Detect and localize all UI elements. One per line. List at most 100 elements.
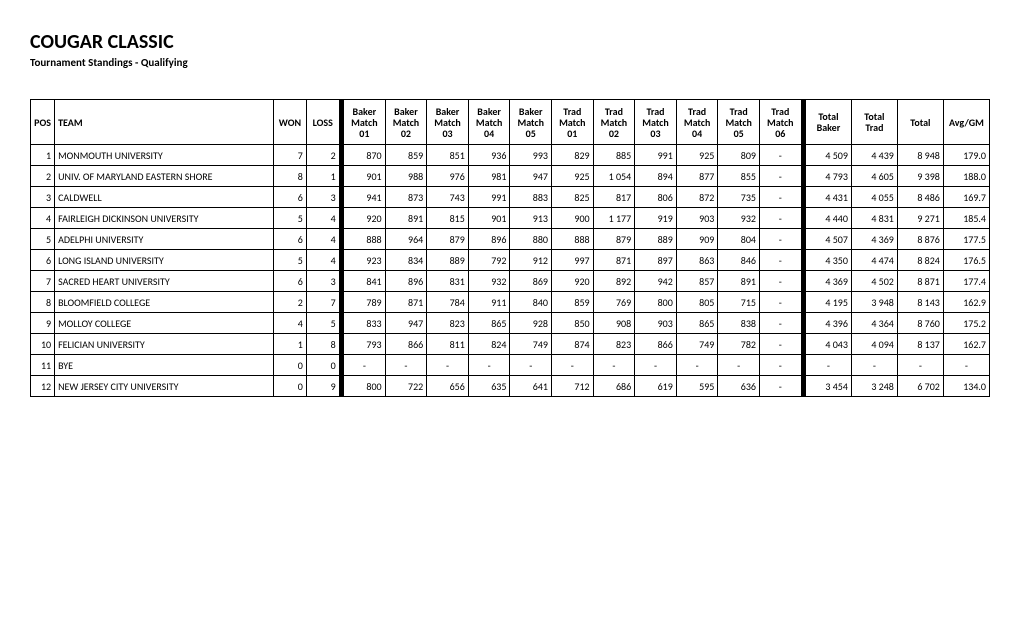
cell: - [759, 145, 801, 166]
cell: NEW JERSEY CITY UNIVERSITY [55, 376, 274, 397]
cell: - [759, 229, 801, 250]
cell: 179.0 [943, 145, 989, 166]
cell: CALDWELL [55, 187, 274, 208]
cell: 4 440 [805, 208, 851, 229]
cell: 1 [31, 145, 55, 166]
cell: 811 [427, 334, 469, 355]
cell: 749 [676, 334, 718, 355]
cell: 823 [593, 334, 635, 355]
cell: 838 [718, 313, 760, 334]
cell: 936 [468, 145, 510, 166]
cell: 840 [510, 292, 552, 313]
cell: 869 [510, 271, 552, 292]
cell: - [759, 250, 801, 271]
cell: 993 [510, 145, 552, 166]
cell: 1 [274, 334, 307, 355]
cell: 981 [468, 166, 510, 187]
cell: 8 876 [897, 229, 943, 250]
cell: 877 [676, 166, 718, 187]
cell: 3 454 [805, 376, 851, 397]
cell: 896 [385, 271, 427, 292]
cell: 9 398 [897, 166, 943, 187]
cell: 636 [718, 376, 760, 397]
cell: 4 055 [851, 187, 897, 208]
cell: 908 [593, 313, 635, 334]
cell: 686 [593, 376, 635, 397]
cell: 8 143 [897, 292, 943, 313]
cell: 817 [593, 187, 635, 208]
cell: 901 [344, 166, 386, 187]
cell: 912 [510, 250, 552, 271]
cell: 913 [510, 208, 552, 229]
cell: 743 [427, 187, 469, 208]
cell: 3 [306, 187, 339, 208]
cell: 12 [31, 376, 55, 397]
cell: 850 [552, 313, 594, 334]
cell: 909 [676, 229, 718, 250]
cell: 900 [552, 208, 594, 229]
cell: 2 [306, 145, 339, 166]
cell: BYE [55, 355, 274, 376]
cell: 859 [385, 145, 427, 166]
cell: 2 [31, 166, 55, 187]
cell: 894 [635, 166, 677, 187]
table-row: 8BLOOMFIELD COLLEGE277898717849118408597… [31, 292, 990, 313]
cell: 1 177 [593, 208, 635, 229]
cell: 641 [510, 376, 552, 397]
cell: 619 [635, 376, 677, 397]
col-pos: POS [31, 100, 55, 145]
cell: 7 [31, 271, 55, 292]
cell: 4 502 [851, 271, 897, 292]
cell: 4 369 [805, 271, 851, 292]
cell: 831 [427, 271, 469, 292]
col-loss: LOSS [306, 100, 339, 145]
cell: - [635, 355, 677, 376]
cell: - [593, 355, 635, 376]
cell: LONG ISLAND UNIVERSITY [55, 250, 274, 271]
cell: 991 [635, 145, 677, 166]
cell: 3 [31, 187, 55, 208]
cell: 8 [274, 166, 307, 187]
col-total-trad: TotalTrad [851, 100, 897, 145]
cell: 976 [427, 166, 469, 187]
cell: 942 [635, 271, 677, 292]
cell: - [943, 355, 989, 376]
cell: 866 [635, 334, 677, 355]
col-trad-04: TradMatch04 [676, 100, 718, 145]
cell: - [344, 355, 386, 376]
cell: 6 702 [897, 376, 943, 397]
cell: 6 [274, 187, 307, 208]
cell: 804 [718, 229, 760, 250]
cell: ADELPHI UNIVERSITY [55, 229, 274, 250]
cell: 185.4 [943, 208, 989, 229]
cell: 8 824 [897, 250, 943, 271]
cell: 857 [676, 271, 718, 292]
cell: - [759, 313, 801, 334]
col-baker-04: BakerMatch04 [468, 100, 510, 145]
col-trad-02: TradMatch02 [593, 100, 635, 145]
col-trad-06: TradMatch06 [759, 100, 801, 145]
table-row: 4FAIRLEIGH DICKINSON UNIVERSITY549208918… [31, 208, 990, 229]
cell: 879 [593, 229, 635, 250]
cell: 855 [718, 166, 760, 187]
cell: BLOOMFIELD COLLEGE [55, 292, 274, 313]
cell: 8 137 [897, 334, 943, 355]
cell: 920 [552, 271, 594, 292]
cell: 4 [274, 313, 307, 334]
cell: - [759, 166, 801, 187]
cell: 4 831 [851, 208, 897, 229]
cell: 4 364 [851, 313, 897, 334]
cell: 925 [676, 145, 718, 166]
cell: 4 [306, 250, 339, 271]
cell: 4 [306, 229, 339, 250]
table-row: 3CALDWELL6394187374399188382581780687273… [31, 187, 990, 208]
cell: 175.2 [943, 313, 989, 334]
cell: 4 605 [851, 166, 897, 187]
cell: - [759, 376, 801, 397]
cell: 789 [344, 292, 386, 313]
cell: 5 [31, 229, 55, 250]
cell: FAIRLEIGH DICKINSON UNIVERSITY [55, 208, 274, 229]
cell: 888 [344, 229, 386, 250]
cell: 3 948 [851, 292, 897, 313]
cell: 880 [510, 229, 552, 250]
